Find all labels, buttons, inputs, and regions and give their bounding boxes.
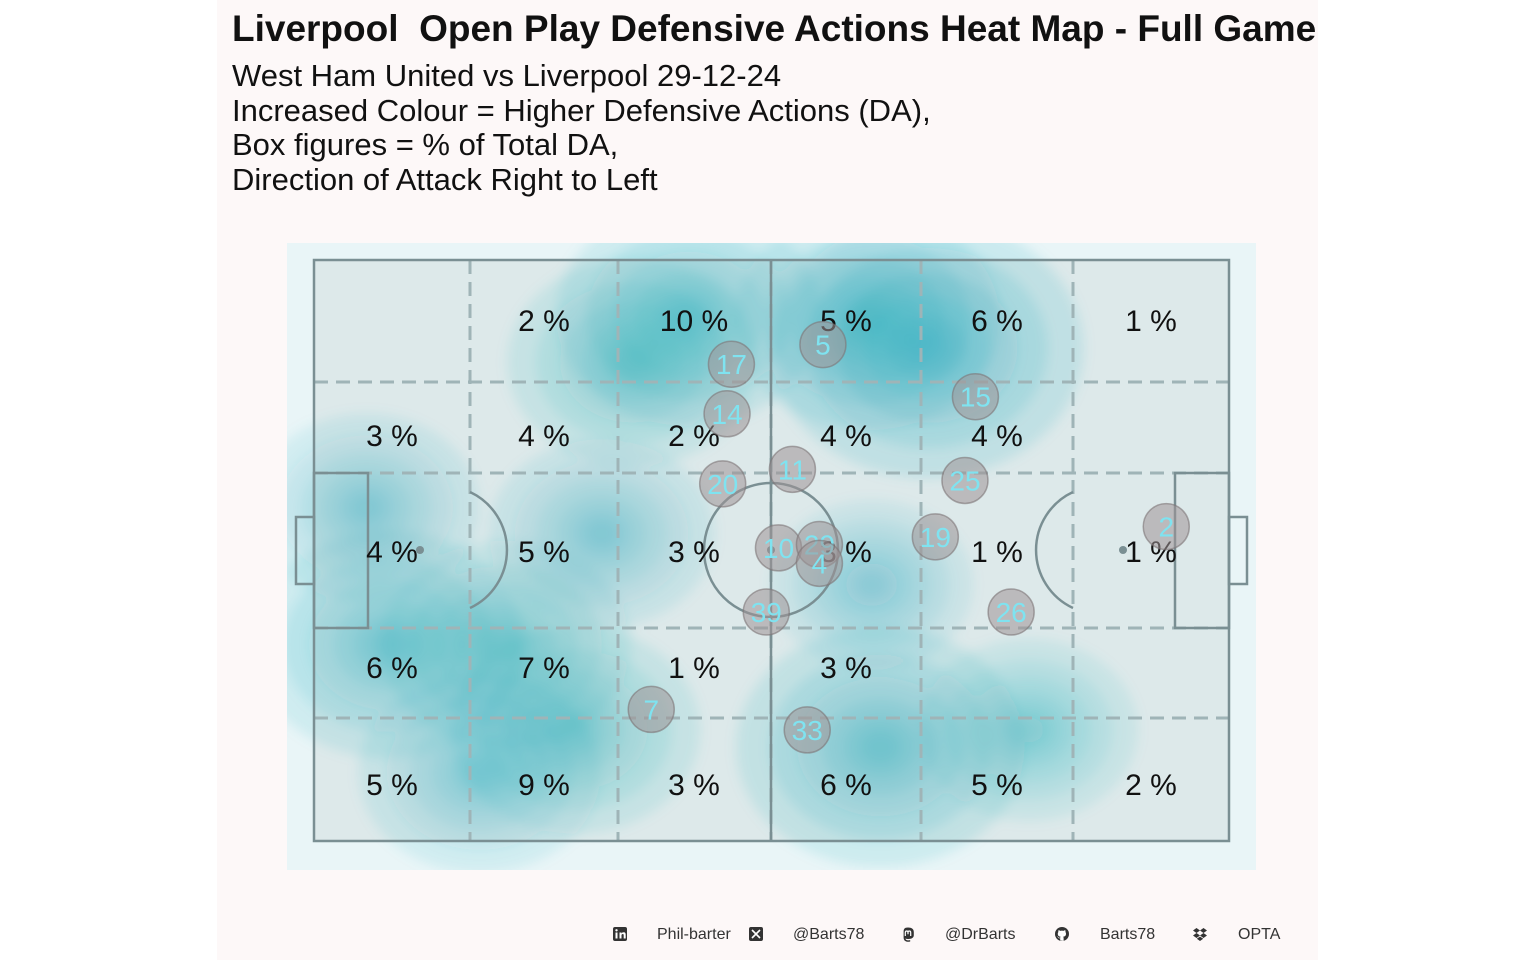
player-number: 7 xyxy=(643,694,659,725)
heat-contour xyxy=(857,572,886,597)
zone-percentage-label: 2 % xyxy=(1125,769,1177,802)
left-penalty-arc xyxy=(469,490,509,610)
x-icon[interactable] xyxy=(748,926,764,942)
player-number: 10 xyxy=(763,533,794,564)
zone-percentage-label: 2 % xyxy=(518,305,570,338)
left-goal xyxy=(294,515,316,586)
right-penalty-spot xyxy=(1119,546,1127,554)
player-number: 4 xyxy=(812,548,828,579)
zone-percentage-label: 6 % xyxy=(820,769,872,802)
zone-percentage-label: 1 % xyxy=(668,652,720,685)
zone-percentage-label: 5 % xyxy=(518,536,570,569)
chart-subtitle-line: Increased Colour = Higher Defensive Acti… xyxy=(232,93,931,128)
player-marker: 39 xyxy=(742,588,791,636)
player-number: 19 xyxy=(920,522,951,553)
heat-contour xyxy=(848,304,886,336)
heat-contour xyxy=(860,730,901,764)
player-circle xyxy=(742,588,791,636)
heat-contour xyxy=(585,520,618,547)
player-circle xyxy=(795,539,844,588)
player-circle xyxy=(911,513,960,561)
player-number: 25 xyxy=(949,465,980,496)
player-marker: 5 xyxy=(799,320,847,369)
player-marker: 11 xyxy=(768,445,817,494)
zone-percentage-label: 1 % xyxy=(1125,305,1177,338)
player-number: 33 xyxy=(792,715,823,746)
player-circle xyxy=(951,372,1000,421)
player-circle xyxy=(987,588,1035,636)
heat-contour xyxy=(1013,717,1044,743)
chart-subtitle-line: Box figures = % of Total DA, xyxy=(232,127,619,162)
player-circle xyxy=(707,340,756,388)
data-source: OPTA xyxy=(1238,926,1281,943)
github-icon[interactable] xyxy=(1054,926,1070,942)
player-marker: 2 xyxy=(1142,502,1191,551)
footer-credits: Phil-barter @Barts78 @DrBarts Barts78 OP… xyxy=(0,924,1536,948)
player-marker: 15 xyxy=(951,372,1000,421)
player-circle xyxy=(799,320,847,369)
right-penalty-arc xyxy=(1034,490,1074,610)
heat-contour xyxy=(350,494,382,521)
zone-percentage-label: 4 % xyxy=(971,420,1023,453)
player-marker: 19 xyxy=(911,513,960,561)
player-circle xyxy=(627,685,675,734)
player-number: 17 xyxy=(716,349,747,380)
mastodon-icon[interactable] xyxy=(900,926,916,942)
player-circle xyxy=(698,460,747,508)
player-circle xyxy=(703,390,751,438)
zone-label-layer: 2 % 10 % 5 % 6 % 1 % 3 % 4 % 2 % 4 % 4 % 4 % 5 % 3 %… xyxy=(366,305,1177,802)
player-marker: 4 xyxy=(795,539,844,588)
chart-title: Liverpool Open Play Defensive Actions He… xyxy=(232,8,1317,49)
player-number: 26 xyxy=(996,597,1027,628)
github-handle[interactable]: Barts78 xyxy=(1100,926,1156,943)
mastodon-handle[interactable]: @DrBarts xyxy=(945,926,1016,943)
linkedin-handle[interactable]: Phil-barter xyxy=(657,926,731,943)
player-marker: 10 xyxy=(754,524,803,572)
player-marker: 33 xyxy=(783,706,831,754)
left-penalty-spot xyxy=(416,546,424,554)
player-marker: 25 xyxy=(941,456,989,505)
zone-percentage-label: 9 % xyxy=(518,769,570,802)
zone-percentage-label: 3 % xyxy=(366,420,418,453)
chart-subtitle-line: West Ham United vs Liverpool 29-12-24 xyxy=(232,58,782,93)
player-number: 11 xyxy=(778,454,807,485)
player-number: 20 xyxy=(707,469,738,500)
zone-percentage-label: 5 % xyxy=(971,769,1023,802)
player-marker: 14 xyxy=(703,390,751,438)
zone-percentage-label: 3 % xyxy=(668,536,720,569)
zone-percentage-label: 7 % xyxy=(518,652,570,685)
chart-subtitle-line: Direction of Attack Right to Left xyxy=(232,162,658,197)
player-marker: 20 xyxy=(698,460,747,508)
zone-percentage-label: 5 % xyxy=(366,769,418,802)
player-marker: 7 xyxy=(627,685,675,734)
zone-percentage-label: 4 % xyxy=(518,420,570,453)
player-number: 5 xyxy=(815,330,831,361)
player-positions-layer: 5171514112520210291943926733 xyxy=(627,320,1191,754)
right-goal xyxy=(1227,515,1249,586)
player-circle xyxy=(941,456,989,505)
player-number: 39 xyxy=(751,597,782,628)
player-marker: 17 xyxy=(707,340,756,388)
zone-percentage-label: 4 % xyxy=(366,536,418,569)
zone-percentage-label: 3 % xyxy=(820,652,872,685)
zone-percentage-label: 3 % xyxy=(668,769,720,802)
player-marker: 26 xyxy=(987,588,1035,636)
zone-percentage-label: 6 % xyxy=(366,652,418,685)
x-handle[interactable]: @Barts78 xyxy=(793,926,865,943)
player-circle xyxy=(1142,502,1191,551)
heat-contour xyxy=(614,348,650,377)
zone-percentage-label: 1 % xyxy=(971,536,1023,569)
player-circle xyxy=(768,445,817,494)
player-circle xyxy=(783,706,831,754)
player-number: 15 xyxy=(960,382,991,413)
zone-percentage-label: 4 % xyxy=(820,420,872,453)
zone-percentage-label: 10 % xyxy=(660,305,728,338)
zone-percentage-label: 6 % xyxy=(971,305,1023,338)
player-number: 2 xyxy=(1158,512,1174,543)
dropbox-icon[interactable] xyxy=(1192,926,1208,942)
player-number: 14 xyxy=(711,399,742,430)
heat-contour xyxy=(462,758,497,787)
linkedin-icon[interactable] xyxy=(612,926,628,942)
